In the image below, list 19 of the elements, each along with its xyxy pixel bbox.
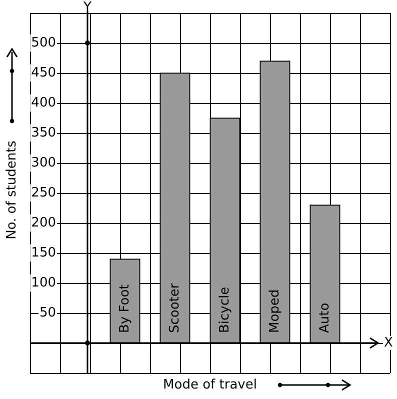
y-tick-label: 50 xyxy=(39,305,56,320)
x-tick-label: Scooter xyxy=(167,282,182,333)
x-tick-label: By Foot xyxy=(117,284,132,333)
x-tick-label: Auto xyxy=(317,302,332,333)
y-tick-label: 400 xyxy=(31,95,56,110)
y-tick-label: 250 xyxy=(31,185,56,200)
y-tick-label: 200 xyxy=(31,215,56,230)
y-axis-title: No. of students xyxy=(4,140,20,240)
y-tick-label: 300 xyxy=(31,155,56,170)
text: X xyxy=(384,335,393,350)
y-tick-label: 150 xyxy=(31,245,56,260)
text: Y xyxy=(82,0,92,15)
y-tick-label: 500 xyxy=(31,35,56,50)
x-tick-label: Bicycle xyxy=(217,286,232,333)
y-tick-label: 100 xyxy=(31,275,56,290)
x-tick-label: Moped xyxy=(267,289,282,333)
x-axis-title: Mode of travel xyxy=(163,377,257,392)
y-tick-label: 350 xyxy=(31,125,56,140)
y-tick-label: 450 xyxy=(31,65,56,80)
